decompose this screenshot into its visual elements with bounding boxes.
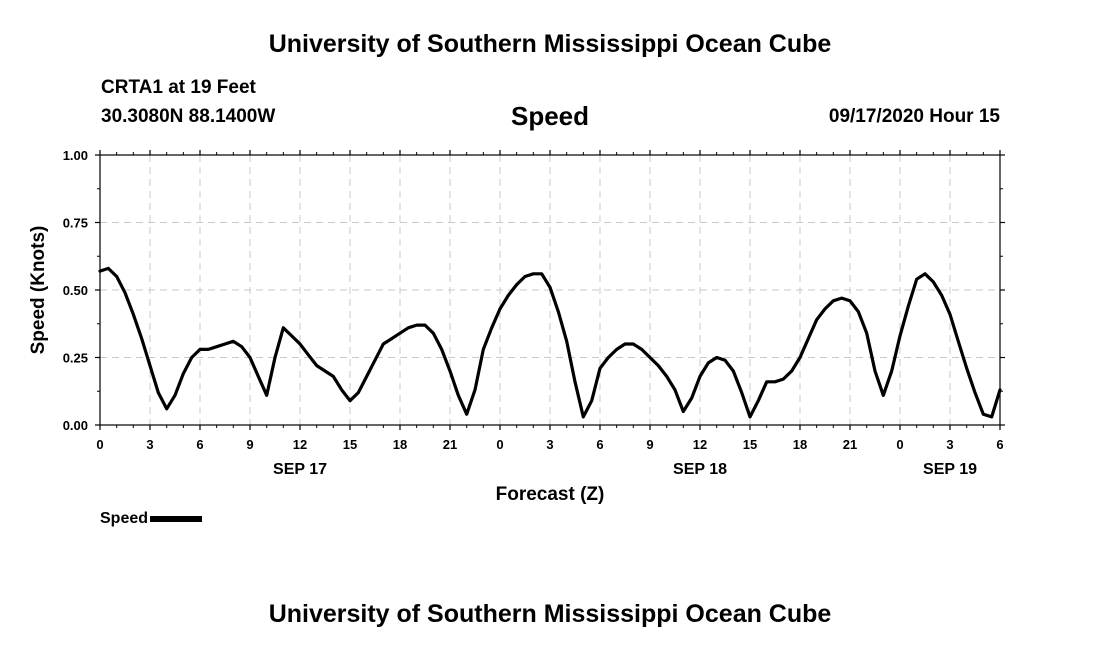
x-tick-label: 0	[896, 437, 903, 452]
x-tick-label: 0	[496, 437, 503, 452]
y-tick-label: 0.50	[63, 283, 88, 298]
legend-line-swatch	[150, 515, 203, 522]
x-tick-label: 12	[293, 437, 307, 452]
x-tick-label: 3	[946, 437, 953, 452]
forecast-datetime: 09/17/2020 Hour 15	[828, 106, 1000, 127]
footer-title: University of Southern Mississippi Ocean…	[268, 600, 832, 628]
page-title: University of Southern Mississippi Ocean…	[268, 30, 832, 58]
x-tick-label: 12	[693, 437, 707, 452]
x-tick-label: 3	[546, 437, 553, 452]
station-label: CRTA1 at 19 Feet	[101, 77, 256, 98]
x-tick-label: 18	[393, 437, 407, 452]
x-tick-label: 21	[843, 437, 857, 452]
date-label: SEP 17	[273, 461, 327, 478]
date-label: SEP 19	[923, 461, 977, 478]
x-tick-label: 6	[996, 437, 1003, 452]
y-axis-label: Speed (Knots)	[28, 226, 49, 355]
axis-ticks	[95, 150, 1005, 430]
speed-line	[98, 266, 1002, 419]
y-tick-label: 1.00	[63, 148, 88, 163]
y-tick-label: 0.00	[63, 418, 88, 433]
tick-labels: 0.00 0.25 0.50 0.75 1.00 0 3 6 9 12 15 18 21 0 3 6 9 12 15…	[63, 148, 1004, 478]
x-tick-label: 15	[343, 437, 357, 452]
x-tick-label: 15	[743, 437, 757, 452]
date-label: SEP 18	[673, 461, 727, 478]
x-tick-label: 18	[793, 437, 807, 452]
x-tick-label: 21	[443, 437, 457, 452]
x-tick-label: 9	[646, 437, 653, 452]
station-coordinates: 30.3080N 88.1400W	[101, 106, 276, 127]
y-tick-label: 0.75	[63, 216, 88, 231]
y-tick-label: 0.25	[63, 351, 88, 366]
x-tick-label: 9	[246, 437, 253, 452]
x-tick-label: 6	[596, 437, 603, 452]
x-tick-label: 0	[96, 437, 103, 452]
chart-title: Speed	[510, 101, 590, 131]
legend-label: Speed	[100, 510, 149, 527]
x-tick-label: 3	[146, 437, 153, 452]
x-tick-label: 6	[196, 437, 203, 452]
x-axis-label: Forecast (Z)	[496, 484, 605, 505]
legend: Speed	[100, 510, 203, 528]
